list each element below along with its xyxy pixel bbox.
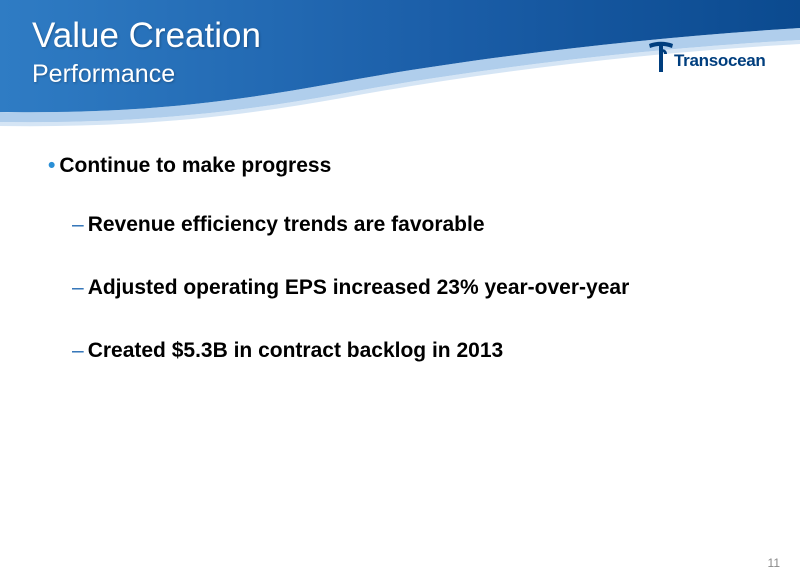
sub-bullet-text: Adjusted operating EPS increased 23% yea…	[87, 276, 630, 299]
sub-bullet: – Created $5.3B in contract backlog in 20…	[72, 338, 629, 401]
sub-bullet-text: Created $5.3B in contract backlog in 201…	[87, 339, 504, 362]
bullet-dot-icon: •	[48, 154, 56, 177]
page-number: 11	[767, 556, 780, 570]
dash-icon: –	[72, 213, 84, 236]
header-banner	[0, 0, 800, 127]
sub-bullet-text: Revenue efficiency trends are favorable	[87, 213, 485, 236]
dash-icon: –	[72, 339, 84, 362]
dash-icon: –	[72, 276, 84, 299]
sub-bullet-list: – Revenue efficiency trends are favorable…	[72, 212, 629, 401]
sub-bullet: – Adjusted operating EPS increased 23% ye…	[72, 275, 629, 338]
transocean-logo: Transocean	[648, 40, 788, 76]
main-bullet-text: Continue to make progress	[59, 154, 332, 177]
slide-title: Value Creation	[32, 16, 261, 55]
slide-subtitle: Performance	[32, 60, 176, 88]
main-bullet: • Continue to make progress	[48, 153, 331, 178]
logo-text: Transocean	[674, 51, 766, 70]
sub-bullet: – Revenue efficiency trends are favorable	[72, 212, 629, 275]
transocean-t-icon	[649, 41, 673, 72]
